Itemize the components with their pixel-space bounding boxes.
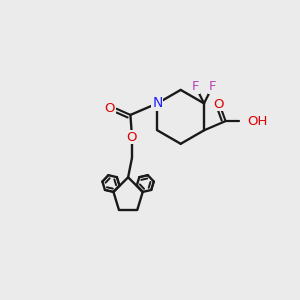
Text: O: O (104, 102, 115, 115)
Text: O: O (213, 98, 224, 111)
Text: O: O (127, 131, 137, 144)
Text: OH: OH (247, 115, 268, 128)
Text: F: F (192, 80, 199, 93)
Text: N: N (152, 96, 163, 110)
Text: F: F (209, 80, 216, 93)
